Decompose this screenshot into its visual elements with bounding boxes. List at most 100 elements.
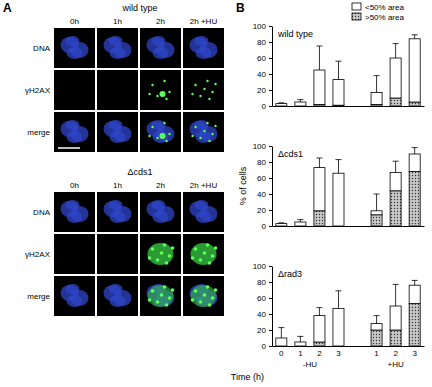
y-tick-label: 40 <box>257 190 266 199</box>
y-tick-label: 20 <box>257 326 266 335</box>
y-tick-label: 80 <box>257 38 266 47</box>
y-axis: 020406080100 <box>253 142 273 231</box>
damage-focus <box>191 298 195 302</box>
micrograph <box>183 70 224 110</box>
bar-segment <box>314 70 325 104</box>
bar-segment <box>409 285 420 303</box>
error-bar-cap <box>335 159 341 160</box>
bar-segment <box>409 39 420 102</box>
group-label: -HU <box>303 360 317 369</box>
bar-segment <box>371 330 382 346</box>
damage-focus <box>165 303 169 307</box>
error-bar-stem <box>281 328 282 338</box>
y-tick: 0 <box>262 222 272 231</box>
bar-segment <box>371 215 382 226</box>
damage-focus <box>211 133 213 135</box>
micrograph-bg <box>140 192 181 232</box>
error-bar-stem <box>338 61 339 79</box>
error-bar-cap <box>278 102 284 103</box>
damage-foci <box>191 243 217 265</box>
damage-foci <box>148 285 174 307</box>
y-tick-label: 100 <box>253 22 267 31</box>
damage-focus <box>211 254 215 258</box>
x-tick: 1 <box>374 346 379 358</box>
nucleus <box>110 131 126 143</box>
micrograph <box>97 192 138 232</box>
error-bar <box>316 308 322 316</box>
micrograph-bg <box>140 234 181 274</box>
x-tick-label: 1 <box>374 349 379 358</box>
y-axis: 020406080100 <box>253 262 273 351</box>
x-axis: 0123123 <box>273 346 425 358</box>
y-tick-label: 20 <box>257 86 266 95</box>
micrograph <box>54 192 95 232</box>
error-bar-stem <box>319 158 320 168</box>
x-axis <box>273 106 425 107</box>
nucleus <box>66 36 80 46</box>
group-label: +HU <box>388 360 404 369</box>
y-tick-mark <box>269 146 272 147</box>
error-bar-stem <box>319 46 320 70</box>
error-bar-stem <box>338 160 339 174</box>
y-tick-mark <box>269 178 272 179</box>
y-axis: 020406080100 <box>253 22 273 111</box>
micrograph-bg <box>140 112 181 152</box>
strain-label: Δcds1 <box>127 167 152 177</box>
micrograph <box>183 234 224 274</box>
micrograph-bg <box>97 28 138 68</box>
error-bar <box>316 46 322 70</box>
nucleus <box>152 200 166 210</box>
error-bar-cap <box>412 280 418 281</box>
error-bar <box>278 328 284 338</box>
damage-focus <box>191 135 193 137</box>
y-tick: 80 <box>257 158 272 167</box>
damage-focus <box>163 80 165 82</box>
error-bar <box>374 194 380 211</box>
y-tick: 100 <box>253 262 272 271</box>
micrograph-bg <box>54 28 95 68</box>
bar-segment <box>276 224 287 226</box>
micrograph <box>54 112 95 152</box>
micrograph-bg <box>54 276 95 316</box>
damage-focus <box>199 137 201 139</box>
damage-focus <box>160 251 164 255</box>
plot-area <box>276 148 420 226</box>
error-bar-cap <box>412 147 418 148</box>
micrograph-bg <box>54 112 95 152</box>
y-tick: 80 <box>257 38 272 47</box>
y-tick: 40 <box>257 310 272 319</box>
damage-focus <box>168 91 170 93</box>
y-tick-mark <box>269 226 272 227</box>
y-tick: 40 <box>257 70 272 79</box>
x-tick: 3 <box>412 346 417 358</box>
micrograph <box>183 192 224 232</box>
error-bar-cap <box>374 194 380 195</box>
error-bar <box>412 148 418 154</box>
chart-title: Δrad3 <box>278 269 302 279</box>
y-axis-line <box>272 267 273 347</box>
column-label: 1h <box>113 181 122 190</box>
damage-focus <box>148 93 150 95</box>
nucleus <box>195 120 209 130</box>
damage-focus <box>211 296 215 300</box>
micrograph-bg <box>183 234 224 274</box>
error-bar <box>374 316 380 324</box>
damage-focus <box>208 303 212 307</box>
row-label: γH2AX <box>25 250 51 259</box>
damage-focus <box>203 293 207 297</box>
y-tick-label: 100 <box>253 142 267 151</box>
y-tick: 60 <box>257 54 272 63</box>
plot-area <box>276 280 420 346</box>
nucleus <box>153 47 169 59</box>
bar-segment <box>295 222 306 226</box>
micrograph <box>183 276 224 316</box>
damage-focus <box>151 126 153 128</box>
error-bar-cap <box>393 284 399 285</box>
y-axis-title: % of cells <box>238 166 248 205</box>
nucleus <box>152 36 166 46</box>
y-tick: 100 <box>253 22 272 31</box>
y-tick-label: 20 <box>257 206 266 215</box>
column-label: 2h <box>156 181 165 190</box>
error-bar <box>374 76 380 93</box>
damage-focus <box>148 256 152 260</box>
